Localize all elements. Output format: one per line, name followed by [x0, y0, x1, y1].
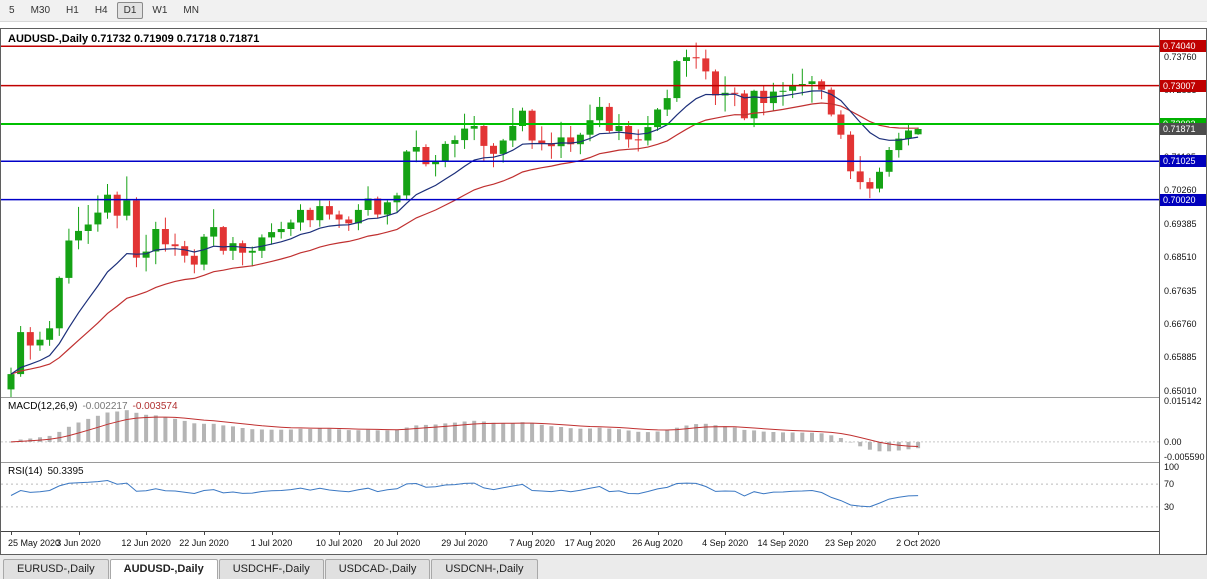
date-tick [339, 532, 341, 535]
date-axis[interactable]: 25 May 2020 3 Jun 2020 12 Jun 2020 22 Jun 2… [1, 531, 1159, 555]
price-axis-label: 0.67635 [1164, 285, 1197, 296]
macd-axis-label: -0.005590 [1164, 452, 1205, 462]
rsi-axis-label: 70 [1164, 479, 1175, 490]
macd-panel-canvas[interactable] [1, 398, 1159, 462]
date-axis-label: 17 Aug 2020 [564, 538, 616, 548]
date-axis-label: 10 Jul 2020 [315, 538, 363, 548]
price-axis-label: 0.65885 [1164, 352, 1197, 363]
macd-axis-label: 0.00 [1164, 436, 1182, 447]
macd-signal-value: -0.003574 [132, 401, 178, 412]
date-axis-label: 29 Jul 2020 [441, 538, 488, 548]
date-axis-label: 22 Jun 2020 [179, 538, 229, 548]
chart-title: AUDUSD-,Daily 0.71732 0.71909 0.71718 0.… [8, 33, 260, 45]
date-axis-label: 26 Aug 2020 [632, 538, 683, 548]
chart-tab-usdchf[interactable]: USDCHF-,Daily [218, 559, 324, 579]
price-axis-label: 0.73760 [1164, 51, 1197, 62]
date-tick [11, 532, 12, 535]
chart-tab-eurusd[interactable]: EURUSD-,Daily [3, 559, 109, 579]
price-level-badge: 0.70020 [1160, 193, 1206, 206]
date-axis-label: 20 Jul 2020 [373, 538, 421, 548]
timeframe-button-mn[interactable]: MN [183, 5, 199, 16]
price-chart-canvas[interactable] [1, 29, 1159, 397]
price-level-badge: 0.73007 [1160, 79, 1206, 92]
price-axis[interactable]: 0.737600.728850.720100.711350.702600.693… [1159, 29, 1206, 554]
date-tick [464, 532, 466, 535]
chart-tab-usdcnh[interactable]: USDCNH-,Daily [431, 559, 538, 579]
rsi-indicator-label: RSI(14) 50.3395 [8, 466, 84, 477]
macd-indicator-label: MACD(12,26,9) -0.002217 -0.003574 [8, 401, 178, 412]
chart-tab-audusd[interactable]: AUDUSD-,Daily [109, 559, 218, 579]
rsi-panel-canvas[interactable] [1, 463, 1159, 530]
timeframe-toolbar: 5 M30 H1 H4 D1 W1 MN [0, 0, 1207, 22]
price-axis-label: 0.68510 [1164, 252, 1197, 263]
macd-main-value: -0.002217 [82, 401, 128, 412]
rsi-value: 50.3395 [47, 466, 84, 477]
date-axis-label: 4 Sep 2020 [702, 538, 749, 548]
date-tick [850, 532, 852, 535]
macd-axis-label: 0.015142 [1164, 396, 1202, 406]
date-tick [725, 532, 727, 535]
price-axis-label: 0.65010 [1164, 385, 1197, 396]
date-axis-label: 3 Jun 2020 [56, 538, 101, 548]
rsi-axis-label: 100 [1164, 462, 1180, 472]
price-level-badge: 0.71025 [1160, 155, 1206, 168]
timeframe-button-5[interactable]: 5 [9, 5, 15, 16]
timeframe-button-h4[interactable]: H4 [94, 5, 108, 16]
chart-window: AUDUSD-,Daily 0.71732 0.71909 0.71718 0.… [0, 28, 1207, 555]
date-tick [204, 532, 205, 535]
date-axis-label: 7 Aug 2020 [509, 538, 555, 548]
panel-splitter[interactable] [1, 397, 1159, 398]
date-axis-label: 25 May 2020 [7, 538, 61, 548]
date-axis-label: 23 Sep 2020 [825, 538, 877, 548]
date-axis-label: 1 Jul 2020 [250, 538, 293, 548]
timeframe-button-d1[interactable]: D1 [116, 2, 144, 19]
date-tick [590, 532, 591, 535]
chart-plot-area[interactable]: AUDUSD-,Daily 0.71732 0.71909 0.71718 0.… [1, 29, 1159, 554]
price-level-badge: 0.74040 [1160, 40, 1206, 53]
date-tick [146, 532, 148, 535]
price-axis-label: 0.69385 [1164, 218, 1197, 229]
panel-splitter[interactable] [1, 462, 1159, 463]
date-tick [271, 532, 273, 535]
timeframe-button-h1[interactable]: H1 [66, 5, 79, 16]
date-tick [78, 532, 80, 535]
date-tick [783, 532, 784, 535]
date-axis-label: 2 Oct 2020 [896, 538, 941, 548]
timeframe-button-m30[interactable]: M30 [30, 5, 51, 16]
macd-name: MACD(12,26,9) [8, 401, 78, 412]
price-axis-label: 0.70260 [1164, 185, 1197, 196]
date-axis-label: 14 Sep 2020 [757, 538, 809, 548]
date-axis-label: 12 Jun 2020 [121, 538, 171, 548]
rsi-axis-label: 30 [1164, 501, 1175, 512]
timeframe-button-w1[interactable]: W1 [152, 5, 168, 16]
date-tick [532, 532, 534, 535]
rsi-name: RSI(14) [8, 466, 43, 477]
date-tick [657, 532, 659, 535]
date-tick [397, 532, 398, 535]
date-tick [918, 532, 920, 535]
symbol-tabs-bar: EURUSD-,Daily AUDUSD-,Daily USDCHF-,Daily U… [0, 555, 1207, 579]
price-level-badge: 0.71871 [1160, 122, 1206, 135]
chart-tab-usdcad[interactable]: USDCAD-,Daily [324, 559, 431, 579]
price-axis-label: 0.66760 [1164, 319, 1197, 330]
